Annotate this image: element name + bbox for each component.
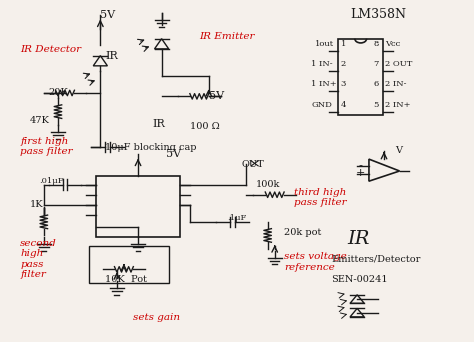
Text: 2 OUT: 2 OUT — [385, 60, 413, 68]
Text: LM358N: LM358N — [350, 9, 406, 22]
Text: GND: GND — [311, 101, 332, 109]
Text: 1 IN+: 1 IN+ — [311, 80, 337, 89]
Text: 10K  Pot: 10K Pot — [105, 275, 147, 284]
Text: -: - — [358, 160, 363, 170]
Text: 1K: 1K — [30, 200, 43, 209]
Text: +: + — [356, 168, 365, 179]
Text: sets gain: sets gain — [133, 314, 180, 323]
Text: 47K: 47K — [30, 116, 50, 124]
Text: 5: 5 — [374, 101, 379, 109]
Text: IR: IR — [105, 51, 118, 61]
Text: V: V — [395, 146, 402, 155]
Text: IR: IR — [348, 230, 370, 248]
Text: 4: 4 — [341, 101, 346, 109]
Text: 100 Ω: 100 Ω — [190, 122, 219, 131]
Text: OUT: OUT — [242, 160, 264, 169]
Text: .01μF: .01μF — [39, 177, 64, 185]
Text: 6: 6 — [374, 80, 379, 89]
Text: 5V: 5V — [166, 149, 182, 159]
Text: .1μF: .1μF — [228, 214, 247, 223]
Text: 8: 8 — [374, 40, 379, 48]
Text: 1out: 1out — [315, 40, 334, 48]
Text: 100k: 100k — [256, 180, 280, 189]
Text: 2 IN+: 2 IN+ — [385, 101, 411, 109]
Text: 3: 3 — [341, 80, 346, 89]
Text: 1: 1 — [341, 40, 346, 48]
Text: 1 IN-: 1 IN- — [311, 60, 333, 68]
Text: third high
pass filter: third high pass filter — [293, 188, 346, 207]
Text: first high
pass filter: first high pass filter — [20, 137, 73, 157]
Text: second
high
pass
filter: second high pass filter — [20, 239, 57, 279]
Text: IR Emitter: IR Emitter — [199, 32, 255, 41]
Text: Emitters/Detector: Emitters/Detector — [331, 255, 420, 264]
Text: sets voltage
reference: sets voltage reference — [284, 252, 347, 272]
Text: IR: IR — [152, 119, 165, 129]
Text: IR Detector: IR Detector — [20, 45, 82, 54]
Text: 20k pot: 20k pot — [284, 227, 321, 237]
Text: 2 IN-: 2 IN- — [385, 80, 407, 89]
Text: 20K: 20K — [48, 89, 68, 97]
Text: 5V: 5V — [100, 10, 116, 20]
Text: 5V: 5V — [209, 91, 224, 101]
Text: 2: 2 — [341, 60, 346, 68]
Text: 10μF blocking cap: 10μF blocking cap — [105, 143, 197, 152]
Text: 7: 7 — [374, 60, 379, 68]
Text: Vcc: Vcc — [385, 40, 401, 48]
Text: SEN-00241: SEN-00241 — [331, 275, 388, 284]
